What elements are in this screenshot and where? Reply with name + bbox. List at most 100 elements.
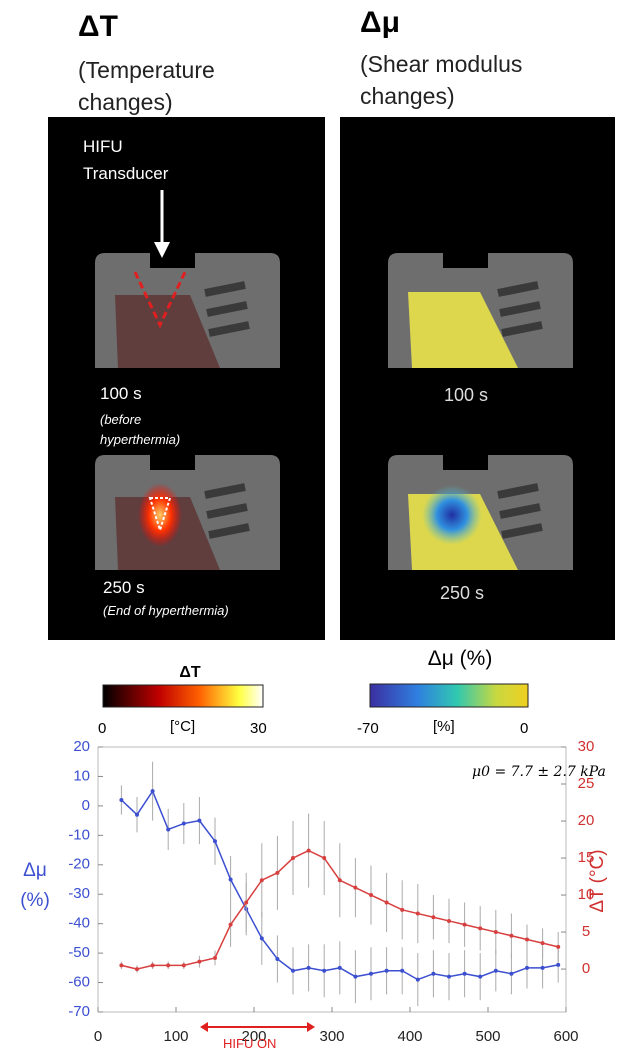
data-point xyxy=(275,957,279,961)
time-label: 250 s xyxy=(103,578,145,598)
data-point xyxy=(416,912,420,916)
data-point xyxy=(322,969,326,973)
colorbar-title: Δμ (%) xyxy=(405,647,515,671)
data-point xyxy=(182,822,186,826)
data-point xyxy=(213,956,217,960)
time-label: 100 s xyxy=(444,385,488,406)
arrow-head xyxy=(200,1022,208,1032)
colorbar-min: -70 xyxy=(357,720,379,737)
colorbar-unit: [°C] xyxy=(170,718,195,735)
transducer-label: HIFU Transducer xyxy=(83,133,203,187)
data-point xyxy=(478,975,482,979)
y-tick-label: 10 xyxy=(73,767,90,784)
data-point xyxy=(213,839,217,843)
data-point xyxy=(447,975,451,979)
data-point xyxy=(260,936,264,940)
y-tick-label: -30 xyxy=(68,885,90,902)
figure: -70-60-50-40-30-20-100102005101520253001… xyxy=(0,0,630,1053)
y-axis-label: Δμ (%) xyxy=(8,856,62,916)
data-point xyxy=(119,963,123,967)
data-point xyxy=(416,978,420,982)
time-label: 250 s xyxy=(440,583,484,604)
data-point xyxy=(556,963,560,967)
y2-tick-label: 0 xyxy=(582,960,590,977)
data-point xyxy=(431,972,435,976)
y-tick-label: -60 xyxy=(68,974,90,991)
panel-title: Δμ xyxy=(360,6,400,40)
x-tick-label: 100 xyxy=(163,1028,188,1045)
colorbar-max: 30 xyxy=(250,720,267,737)
y-tick-label: 20 xyxy=(73,738,90,755)
annotation: μ0 = 7.7 ± 2.7 kPa xyxy=(472,764,606,780)
data-point xyxy=(556,945,560,949)
hot-spot xyxy=(138,483,182,547)
y2-tick-label: 20 xyxy=(578,812,595,829)
arrow-head xyxy=(307,1022,315,1032)
panel-subtitle: (Temperature changes) xyxy=(78,54,268,118)
time-note: (End of hyperthermia) xyxy=(103,603,229,618)
data-point xyxy=(197,960,201,964)
data-point xyxy=(431,915,435,919)
data-point xyxy=(182,963,186,967)
data-point xyxy=(166,827,170,831)
x-tick-label: 500 xyxy=(475,1028,500,1045)
data-point xyxy=(135,813,139,817)
data-point xyxy=(151,963,155,967)
data-point xyxy=(494,930,498,934)
data-point xyxy=(244,900,248,904)
y-tick-label: -10 xyxy=(68,826,90,843)
data-point xyxy=(509,972,513,976)
x-tick-label: 400 xyxy=(397,1028,422,1045)
dt-colorbar xyxy=(103,685,263,707)
x-tick-label: 0 xyxy=(94,1028,102,1045)
data-point xyxy=(229,923,233,927)
data-point xyxy=(291,856,295,860)
dmu-colorbar xyxy=(370,684,528,707)
data-point xyxy=(338,878,342,882)
data-point xyxy=(338,966,342,970)
y-tick-label: -40 xyxy=(68,915,90,932)
time-note: (before hyperthermia) xyxy=(100,410,220,450)
data-point xyxy=(291,969,295,973)
time-label: 100 s xyxy=(100,384,142,404)
data-point xyxy=(541,941,545,945)
y-tick-label: -20 xyxy=(68,856,90,873)
data-point xyxy=(151,789,155,793)
y2-tick-label: 30 xyxy=(578,738,595,755)
data-point xyxy=(229,878,233,882)
colorbar-max: 0 xyxy=(520,720,528,737)
panel-title: ΔT xyxy=(78,10,118,44)
data-point xyxy=(369,972,373,976)
y2-axis-label: ΔT (°C) xyxy=(587,831,609,931)
panel-subtitle: (Shear modulus changes) xyxy=(360,48,570,112)
data-point xyxy=(447,919,451,923)
data-point xyxy=(369,893,373,897)
data-point xyxy=(509,934,513,938)
x-tick-label: 300 xyxy=(319,1028,344,1045)
data-point xyxy=(385,969,389,973)
data-point xyxy=(353,975,357,979)
data-point xyxy=(353,886,357,890)
data-point xyxy=(400,969,404,973)
data-point xyxy=(494,969,498,973)
y-tick-label: -70 xyxy=(68,1003,90,1020)
x-tick-label: 600 xyxy=(553,1028,578,1045)
data-point xyxy=(322,856,326,860)
data-point xyxy=(478,926,482,930)
hifu-label: HIFU ON xyxy=(223,1036,276,1051)
data-point xyxy=(135,967,139,971)
data-point xyxy=(400,908,404,912)
y-tick-label: -50 xyxy=(68,944,90,961)
soft-spot xyxy=(422,485,482,545)
data-point xyxy=(525,966,529,970)
data-point xyxy=(541,966,545,970)
data-point xyxy=(275,871,279,875)
data-point xyxy=(385,900,389,904)
data-point xyxy=(197,819,201,823)
y-tick-label: 0 xyxy=(82,797,90,814)
colorbar-min: 0 xyxy=(98,720,106,737)
data-point xyxy=(525,937,529,941)
data-point xyxy=(463,972,467,976)
data-point xyxy=(463,923,467,927)
colorbar-title: ΔT xyxy=(165,664,215,682)
